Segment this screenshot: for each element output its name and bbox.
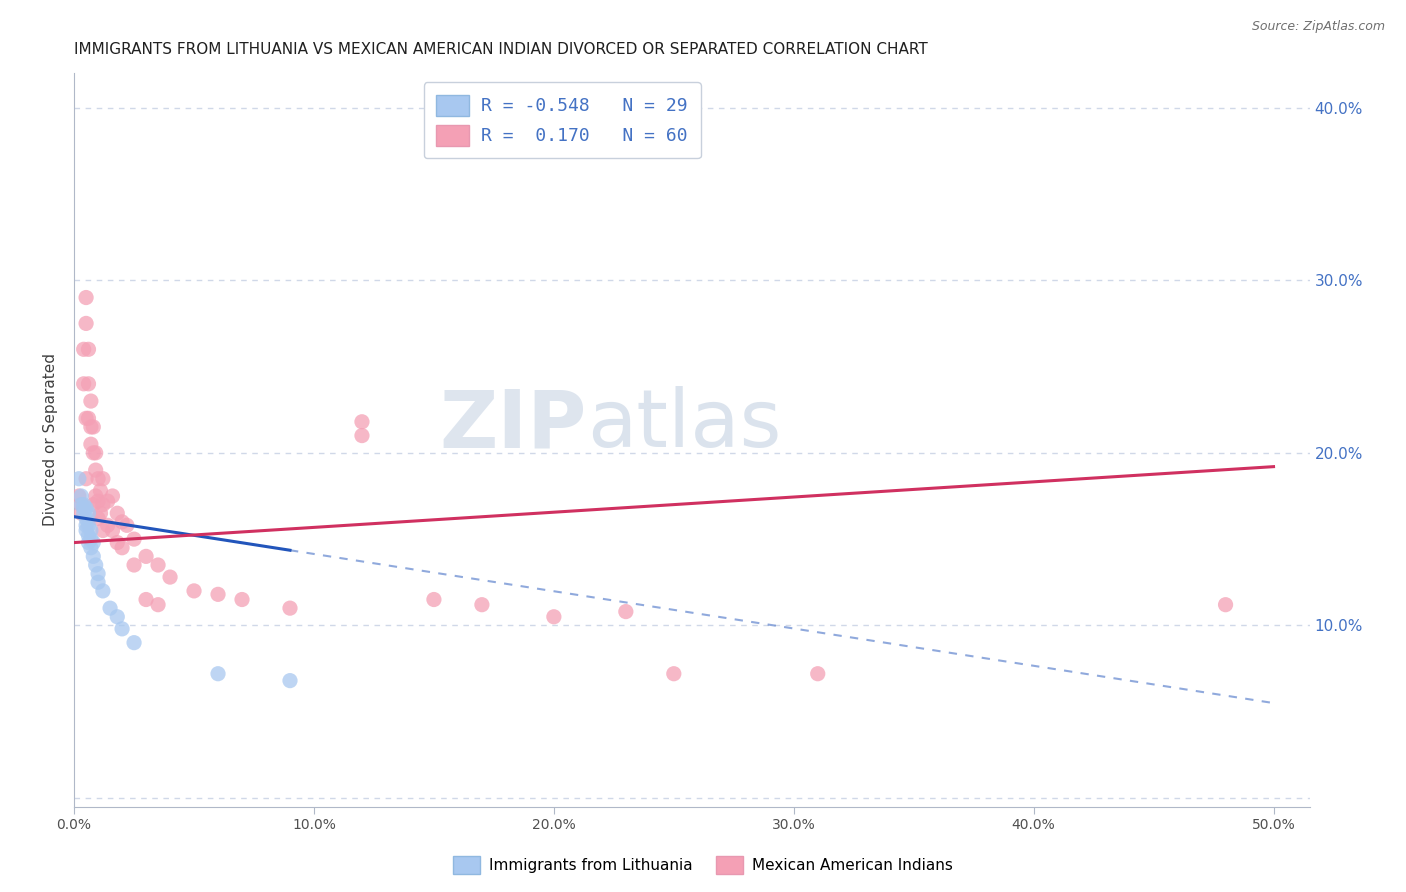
Point <box>87 575 110 590</box>
Point <box>807 666 830 681</box>
Point <box>122 635 145 649</box>
Point <box>73 376 96 391</box>
Point <box>73 343 96 357</box>
Point <box>97 518 120 533</box>
Point <box>67 489 90 503</box>
Point <box>105 506 128 520</box>
Point <box>278 673 301 688</box>
Point <box>87 566 110 581</box>
Point <box>73 498 96 512</box>
Point <box>105 609 128 624</box>
Point <box>82 446 104 460</box>
Point <box>91 498 114 512</box>
Point <box>207 666 229 681</box>
Text: atlas: atlas <box>586 386 782 464</box>
Point <box>87 472 110 486</box>
Point <box>89 506 111 520</box>
Point <box>80 437 103 451</box>
Text: IMMIGRANTS FROM LITHUANIA VS MEXICAN AMERICAN INDIAN DIVORCED OR SEPARATED CORRE: IMMIGRANTS FROM LITHUANIA VS MEXICAN AME… <box>75 42 928 57</box>
Point <box>278 601 301 615</box>
Point <box>84 463 107 477</box>
Point <box>77 343 100 357</box>
Legend: R = -0.548   N = 29, R =  0.170   N = 60: R = -0.548 N = 29, R = 0.170 N = 60 <box>423 82 700 158</box>
Point <box>98 601 121 615</box>
Point <box>75 518 97 533</box>
Point <box>75 501 97 516</box>
Point <box>70 506 93 520</box>
Point <box>84 558 107 572</box>
Point <box>122 558 145 572</box>
Point <box>87 494 110 508</box>
Point <box>89 483 111 498</box>
Text: Source: ZipAtlas.com: Source: ZipAtlas.com <box>1251 20 1385 33</box>
Point <box>75 524 97 538</box>
Point <box>84 489 107 503</box>
Point <box>91 524 114 538</box>
Point <box>73 506 96 520</box>
Point <box>614 605 637 619</box>
Point <box>77 411 100 425</box>
Point <box>77 506 100 520</box>
Point <box>75 411 97 425</box>
Point <box>75 511 97 525</box>
Point <box>77 376 100 391</box>
Point <box>111 541 134 555</box>
Point <box>73 501 96 516</box>
Point <box>111 622 134 636</box>
Point <box>543 609 565 624</box>
Point <box>80 524 103 538</box>
Point <box>82 535 104 549</box>
Point <box>80 394 103 409</box>
Point <box>207 587 229 601</box>
Point <box>135 549 157 564</box>
Point <box>77 518 100 533</box>
Point <box>70 489 93 503</box>
Point <box>91 583 114 598</box>
Point <box>662 666 685 681</box>
Point <box>111 515 134 529</box>
Y-axis label: Divorced or Separated: Divorced or Separated <box>44 353 58 526</box>
Point <box>101 524 124 538</box>
Point <box>135 592 157 607</box>
Point <box>146 598 169 612</box>
Point <box>115 518 138 533</box>
Point <box>1215 598 1237 612</box>
Point <box>146 558 169 572</box>
Point <box>87 511 110 525</box>
Point <box>75 291 97 305</box>
Point <box>67 472 90 486</box>
Point <box>84 446 107 460</box>
Point <box>80 420 103 434</box>
Point <box>231 592 253 607</box>
Point <box>77 535 100 549</box>
Text: ZIP: ZIP <box>440 386 586 464</box>
Point <box>105 535 128 549</box>
Point <box>91 472 114 486</box>
Point <box>82 498 104 512</box>
Point <box>101 489 124 503</box>
Point <box>183 583 205 598</box>
Point <box>75 317 97 331</box>
Point <box>82 420 104 434</box>
Point <box>77 529 100 543</box>
Point <box>471 598 494 612</box>
Point <box>70 498 93 512</box>
Point <box>80 532 103 546</box>
Point <box>423 592 446 607</box>
Point <box>75 472 97 486</box>
Point <box>159 570 181 584</box>
Legend: Immigrants from Lithuania, Mexican American Indians: Immigrants from Lithuania, Mexican Ameri… <box>447 850 959 880</box>
Point <box>82 549 104 564</box>
Point <box>70 498 93 512</box>
Point <box>350 428 373 442</box>
Point <box>122 532 145 546</box>
Point <box>80 541 103 555</box>
Point <box>350 415 373 429</box>
Point <box>97 494 120 508</box>
